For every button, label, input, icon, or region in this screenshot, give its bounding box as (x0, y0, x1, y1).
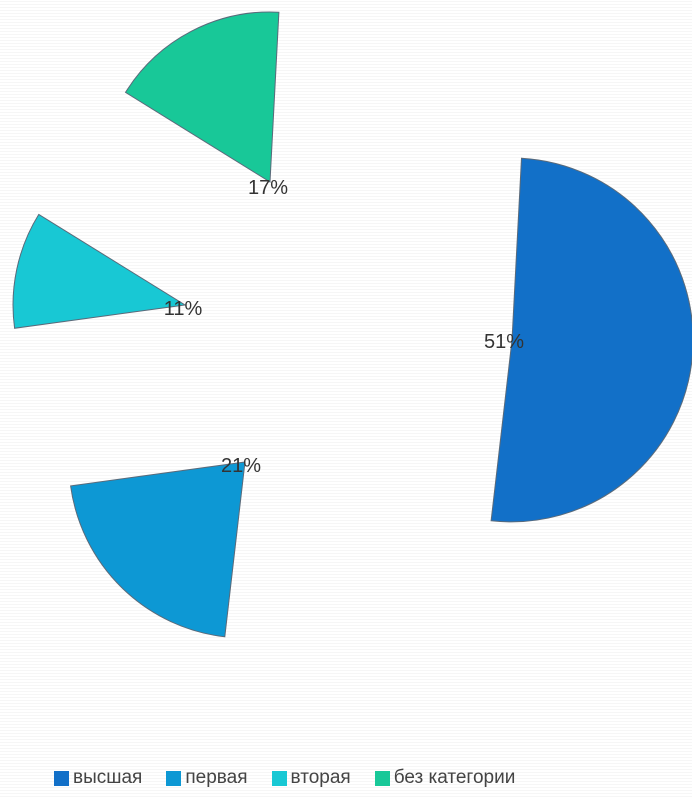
legend-label-pervaya: первая (185, 767, 248, 788)
legend-label-vysshaya: высшая (73, 767, 143, 788)
slice-vtoraya (12, 213, 187, 329)
legend-item-pervaya: первая (166, 767, 248, 789)
legend-label-vtoraya: вторая (290, 767, 351, 788)
label-bez-kategorii: 17% (248, 177, 288, 199)
label-pervaya: 21% (221, 455, 261, 477)
label-vtoraya: 11% (164, 298, 203, 320)
legend-item-vtoraya: вторая (271, 767, 351, 789)
slice-bez-kategorii (124, 11, 280, 183)
legend-label-bez-kategorii: без категории (393, 767, 516, 788)
legend-item-bez-kategorii: без категории (374, 767, 516, 789)
legend-item-vysshaya: высшая (54, 767, 142, 789)
legend-swatch-vysshaya (54, 770, 69, 786)
slice-pervaya (70, 461, 246, 638)
legend: высшая первая вторая без категории (54, 767, 515, 789)
pie-chart: 51% 21% 11% 17% (12, 11, 692, 638)
label-vysshaya: 51% (484, 331, 524, 353)
legend-swatch-pervaya (166, 770, 182, 786)
legend-swatch-vtoraya (271, 770, 287, 786)
slice-vysshaya (490, 157, 692, 523)
legend-swatch-bez-kategorii (374, 770, 390, 786)
